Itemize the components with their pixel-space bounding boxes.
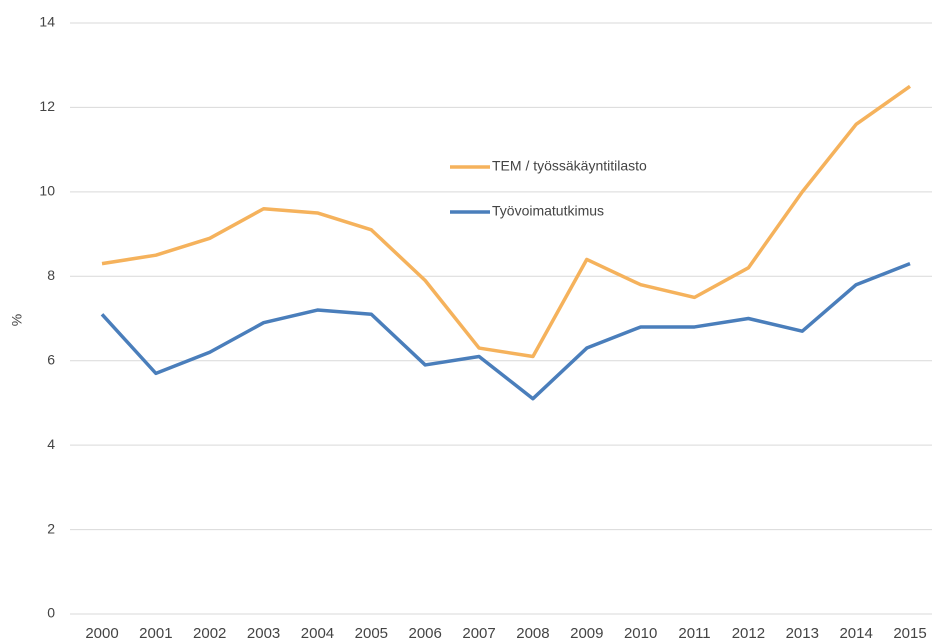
legend-label: TEM / työssäkäyntitilasto (492, 158, 647, 174)
y-tick-label: 8 (47, 267, 55, 283)
y-tick-label: 0 (47, 605, 55, 621)
x-tick-label: 2014 (839, 625, 872, 642)
x-tick-label: 2001 (139, 625, 172, 642)
x-tick-label: 2002 (193, 625, 226, 642)
y-tick-label: 12 (39, 98, 55, 114)
x-tick-label: 2009 (570, 625, 603, 642)
y-tick-label: 4 (47, 436, 55, 452)
x-tick-label: 2007 (462, 625, 495, 642)
line-series (101, 84, 912, 359)
x-tick-label: 2004 (301, 625, 334, 642)
x-tick-label: 2008 (516, 625, 549, 642)
x-tick-label: 2010 (624, 625, 657, 642)
y-tick-label: 14 (39, 14, 55, 30)
legend-label: Työvoimatutkimus (492, 203, 604, 219)
x-tick-label: 2000 (85, 625, 118, 642)
x-tick-label: 2015 (893, 625, 926, 642)
y-tick-label: 2 (47, 520, 55, 536)
x-tick-label: 2005 (355, 625, 388, 642)
x-tick-label: 2006 (409, 625, 442, 642)
x-tick-label: 2012 (732, 625, 765, 642)
x-tick-label: 2013 (786, 625, 819, 642)
y-tick-label: 10 (39, 183, 55, 199)
y-tick-label: 6 (47, 351, 55, 367)
x-tick-label: 2011 (678, 625, 710, 642)
y-axis-label: % (9, 314, 25, 326)
x-tick-label: 2003 (247, 625, 280, 642)
line-series (100, 261, 911, 401)
